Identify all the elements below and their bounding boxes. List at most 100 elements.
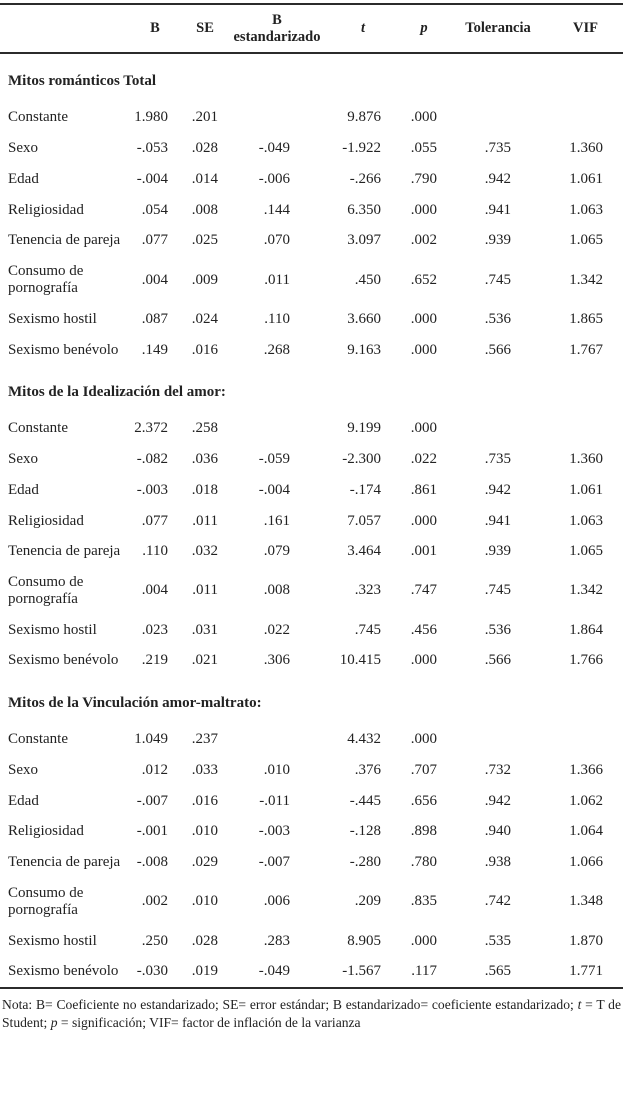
value-cell: .536 bbox=[484, 621, 511, 638]
value-cell: .016 bbox=[191, 341, 218, 358]
value-cell: -.049 bbox=[258, 139, 290, 156]
row-label: Sexismo benévolo bbox=[8, 963, 119, 980]
value-cell bbox=[448, 724, 548, 755]
value-cell: 1.342 bbox=[569, 271, 603, 288]
table-body: Mitos románticos Total Constante 1.980 .201… bbox=[0, 53, 623, 988]
value-cell: 1.061 bbox=[569, 481, 603, 498]
section-title: Mitos de la Vinculación amor-maltrato: bbox=[8, 695, 262, 712]
value-cell: .000 bbox=[410, 109, 437, 126]
value-cell bbox=[448, 413, 548, 444]
value-cell: 1.870 bbox=[569, 932, 603, 949]
value-cell: -1.567 bbox=[342, 963, 381, 980]
row-label: Sexismo benévolo bbox=[8, 652, 119, 669]
value-cell: -.007 bbox=[136, 792, 168, 809]
value-cell: 9.876 bbox=[347, 109, 381, 126]
table-row: Consumo de pornografía .002 .010 .006 .209 .8… bbox=[0, 878, 623, 926]
section-title-row: Mitos de la Vinculación amor-maltrato: bbox=[0, 676, 623, 724]
header-cell-p: p bbox=[400, 4, 448, 55]
value-cell: 3.097 bbox=[347, 232, 381, 249]
value-cell: .008 bbox=[263, 582, 290, 599]
value-cell: .002 bbox=[141, 893, 168, 910]
value-cell: .002 bbox=[410, 232, 437, 249]
value-cell: .144 bbox=[263, 201, 290, 218]
value-cell: .033 bbox=[191, 761, 218, 778]
value-cell: .376 bbox=[354, 761, 381, 778]
value-cell: .006 bbox=[263, 893, 290, 910]
value-cell bbox=[548, 724, 623, 755]
value-cell: -.266 bbox=[349, 170, 381, 187]
value-cell: .566 bbox=[484, 341, 511, 358]
value-cell: -.128 bbox=[349, 823, 381, 840]
value-cell: .000 bbox=[410, 420, 437, 437]
table-row: Edad -.004 .014 -.006 -.266 .790 .942 1.061 bbox=[0, 164, 623, 195]
value-cell: .283 bbox=[263, 932, 290, 949]
value-cell: .306 bbox=[263, 652, 290, 669]
value-cell: .110 bbox=[142, 543, 168, 560]
value-cell: .077 bbox=[141, 512, 168, 529]
value-cell: .028 bbox=[191, 139, 218, 156]
value-cell: .010 bbox=[191, 823, 218, 840]
value-cell: 9.163 bbox=[347, 341, 381, 358]
row-label: Religiosidad bbox=[8, 512, 84, 529]
value-cell: .707 bbox=[410, 761, 437, 778]
value-cell: .004 bbox=[141, 271, 168, 288]
value-cell: .077 bbox=[141, 232, 168, 249]
value-cell: 1.342 bbox=[569, 582, 603, 599]
value-cell: .940 bbox=[484, 823, 511, 840]
value-cell: .745 bbox=[484, 582, 511, 599]
value-cell: .565 bbox=[484, 963, 511, 980]
value-cell: 1.360 bbox=[569, 450, 603, 467]
table-row: Constante 1.980 .201 9.876 .000 bbox=[0, 102, 623, 133]
value-cell: .536 bbox=[484, 310, 511, 327]
value-cell: .201 bbox=[191, 109, 218, 126]
header-row: B SE B estandarizado t p Tolerancia VIF bbox=[0, 4, 623, 55]
value-cell: -.003 bbox=[136, 481, 168, 498]
value-cell: .938 bbox=[484, 854, 511, 871]
row-label: Edad bbox=[8, 481, 39, 498]
table-row: Constante 2.372 .258 9.199 .000 bbox=[0, 413, 623, 444]
value-cell: .024 bbox=[191, 310, 218, 327]
value-cell: 1.064 bbox=[569, 823, 603, 840]
value-cell: .942 bbox=[484, 792, 511, 809]
header-cell-b: B bbox=[128, 4, 182, 55]
value-cell: .010 bbox=[263, 761, 290, 778]
value-cell: .861 bbox=[410, 481, 437, 498]
value-cell: -.007 bbox=[258, 854, 290, 871]
value-cell: .010 bbox=[191, 893, 218, 910]
table-row: Religiosidad .054 .008 .144 6.350 .000 .941 1.0… bbox=[0, 195, 623, 226]
value-cell: .019 bbox=[191, 963, 218, 980]
value-cell: .942 bbox=[484, 481, 511, 498]
header-cell-se: SE bbox=[182, 4, 228, 55]
value-cell: .941 bbox=[484, 512, 511, 529]
value-cell: .742 bbox=[484, 893, 511, 910]
row-label: Consumo de pornografía bbox=[8, 263, 84, 296]
value-cell: 1.062 bbox=[569, 792, 603, 809]
value-cell: .014 bbox=[191, 170, 218, 187]
value-cell: .566 bbox=[484, 652, 511, 669]
row-label: Tenencia de pareja bbox=[8, 232, 121, 249]
value-cell: .008 bbox=[191, 201, 218, 218]
section-title: Mitos románticos Total bbox=[8, 73, 157, 90]
table-header: B SE B estandarizado t p Tolerancia VIF bbox=[0, 4, 623, 55]
row-label: Sexismo hostil bbox=[8, 310, 97, 327]
value-cell: .745 bbox=[354, 621, 381, 638]
row-label: Religiosidad bbox=[8, 823, 84, 840]
value-cell: 1.771 bbox=[569, 963, 603, 980]
value-cell: .323 bbox=[354, 582, 381, 599]
value-cell: .022 bbox=[410, 450, 437, 467]
row-label: Constante bbox=[8, 109, 68, 126]
value-cell: -.030 bbox=[136, 963, 168, 980]
value-cell bbox=[228, 102, 326, 133]
value-cell: 10.415 bbox=[339, 652, 381, 669]
value-cell: .117 bbox=[411, 963, 437, 980]
value-cell: .079 bbox=[263, 543, 290, 560]
table-row: Religiosidad .077 .011 .161 7.057 .000 .941 1.0… bbox=[0, 506, 623, 537]
note-text: Nota: B= Coeficiente no estandarizado; S… bbox=[2, 997, 578, 1013]
value-cell: .898 bbox=[410, 823, 437, 840]
note-term-italic: t bbox=[577, 997, 582, 1013]
table-row: Edad -.003 .018 -.004 -.174 .861 .942 1.061 bbox=[0, 475, 623, 506]
value-cell: 1.864 bbox=[569, 621, 603, 638]
value-cell: .022 bbox=[263, 621, 290, 638]
row-label: Sexismo hostil bbox=[8, 621, 97, 638]
